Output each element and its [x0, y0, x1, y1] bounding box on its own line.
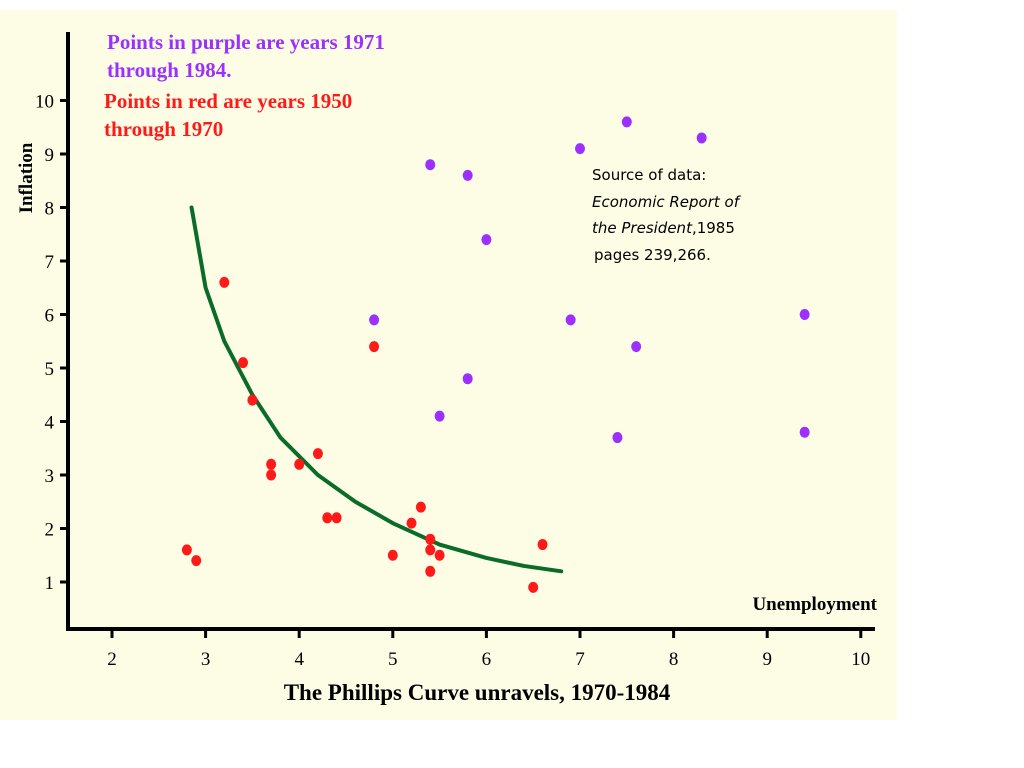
source-line: Economic Report of	[592, 193, 742, 211]
phillips-curve	[189, 205, 564, 574]
legend-line: Points in red are years 1950	[104, 89, 352, 113]
red-point	[294, 458, 305, 470]
source-line: Source of data:	[592, 166, 706, 184]
red-point	[247, 394, 258, 406]
y-tick-label: 2	[45, 520, 55, 541]
axes	[66, 32, 875, 631]
phillips-curve-chart: 2 3 4 5 6 7 8 9 10 1 2 3 4 5 6 7 8 9 10 Points in purple a…	[16, 30, 878, 705]
y-tick-label: 6	[45, 306, 55, 327]
purple-point	[799, 426, 810, 438]
y-tick-label: 4	[45, 413, 55, 434]
x-tick-label: 4	[294, 649, 304, 670]
red-point	[415, 501, 426, 513]
y-tick-label: 10	[35, 92, 54, 113]
y-tick-label: 7	[45, 252, 55, 273]
source-italic: the President	[592, 219, 693, 237]
red-point	[238, 357, 249, 369]
x-tick-label: 8	[669, 649, 679, 670]
red-point	[322, 512, 333, 524]
red-point	[266, 469, 277, 481]
y-tick-label: 1	[45, 573, 55, 594]
legend-line: through 1970	[104, 117, 223, 141]
y-axis-label: Inflation	[16, 142, 37, 213]
y-tick-label: 3	[45, 466, 55, 487]
x-tick-label: 5	[388, 649, 398, 670]
purple-point	[621, 116, 632, 128]
purple-point	[696, 132, 707, 144]
source-year: ,1985	[692, 219, 735, 237]
purple-point	[631, 341, 642, 353]
red-point	[191, 555, 202, 567]
purple-point	[462, 373, 473, 385]
purple-point	[799, 309, 810, 320]
legend-line: Points in purple are years 1971	[107, 30, 385, 54]
red-point	[181, 544, 192, 556]
red-point	[425, 565, 436, 577]
red-point	[219, 276, 230, 288]
red-point	[537, 539, 548, 551]
purple-point	[612, 432, 623, 444]
red-point	[387, 549, 398, 561]
red-point	[425, 533, 436, 545]
purple-point	[481, 234, 492, 246]
x-tick-label: 10	[851, 649, 870, 670]
purple-point	[369, 314, 380, 326]
legend-line: through 1984.	[107, 58, 231, 82]
red-point	[406, 517, 417, 529]
red-point	[369, 341, 380, 353]
red-point	[266, 458, 277, 470]
purple-point	[425, 159, 436, 171]
y-tick-label: 8	[45, 199, 55, 220]
source-line: pages 239,266.	[594, 246, 711, 264]
x-tick-label: 6	[482, 649, 492, 670]
chart-panel: 2 3 4 5 6 7 8 9 10 1 2 3 4 5 6 7 8 9 10 Points in purple a…	[0, 10, 897, 720]
legend: Points in purple are years 1971 through …	[104, 30, 385, 141]
source-line: the President,1985	[592, 219, 735, 237]
red-point	[434, 549, 445, 561]
x-tick-label: 3	[201, 649, 211, 670]
y-tick-label: 5	[45, 359, 55, 380]
red-point	[528, 581, 539, 593]
x-tick-label: 7	[575, 649, 585, 670]
purple-point	[565, 314, 576, 326]
purple-point	[462, 169, 473, 181]
x-axis-label: Unemployment	[752, 594, 877, 615]
red-point	[331, 512, 342, 524]
purple-point	[434, 410, 445, 422]
x-tick-label: 2	[107, 649, 117, 670]
x-tick-label: 9	[762, 649, 772, 670]
source-annotation: Source of data: Economic Report of the P…	[592, 166, 742, 264]
chart-title: The Phillips Curve unravels, 1970-1984	[284, 680, 671, 705]
purple-point	[575, 143, 585, 155]
red-point	[425, 544, 436, 556]
y-tick-label: 9	[45, 145, 55, 166]
red-point	[312, 448, 323, 460]
